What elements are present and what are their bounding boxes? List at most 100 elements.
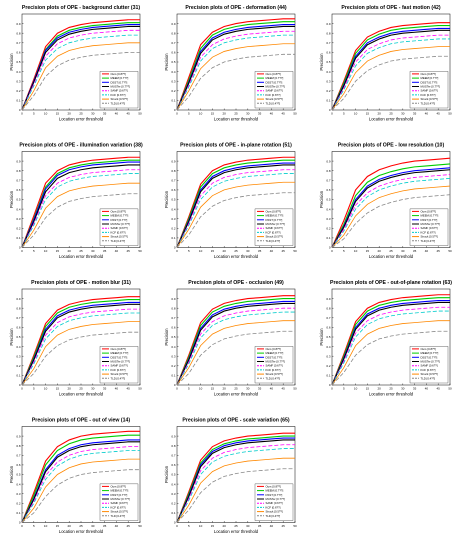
x-tick-label: 5 [33,524,35,528]
y-tick-label: 0.3 [171,79,176,83]
legend-entry: Ours [0.8??] [266,72,282,76]
series-line-7 [331,194,451,248]
legend-entry: MUSTer [0.7??] [111,497,131,501]
x-tick-label: 5 [33,387,35,391]
y-tick-label: 0.1 [326,99,331,103]
y-tick-label: 0.7 [326,41,331,45]
legend-entry: Struck [0.5??] [421,372,438,376]
x-tick-label: 30 [246,249,250,253]
y-tick-label: 0.6 [171,51,176,55]
series-line-1 [21,434,140,523]
series-line-0 [331,22,450,111]
x-tick-label: 45 [437,387,441,391]
x-tick-label: 5 [343,387,345,391]
series-line-6 [21,458,140,523]
chart-title: Precision plots of OPE - fast motion (42… [341,5,440,11]
series-line-2 [21,439,140,523]
legend-entry: DSST [0.7??] [111,355,128,359]
x-tick-label: 45 [282,524,286,528]
x-tick-label: 10 [199,387,203,391]
y-tick-label: 0.5 [326,60,331,64]
y-tick-label: 0.1 [326,236,331,240]
legend-entry: SAMF [0.6??] [111,364,128,368]
series-line-5 [331,38,450,111]
x-tick-label: 20 [68,249,72,253]
x-tick-label: 20 [223,387,227,391]
x-tick-label: 50 [138,249,142,253]
legend-entry: Ours [0.8??] [266,209,282,213]
y-tick-label: 0.9 [16,22,21,26]
legend-entry: KCF [0.6??] [421,368,436,372]
precision-plot-3: Precision plots of OPE - illumination va… [9,143,143,260]
y-tick-label: 0.8 [171,169,176,173]
x-tick-label: 15 [211,112,215,116]
series-line-5 [176,34,295,111]
y-tick-label: 0.4 [16,207,21,211]
series-line-7 [21,52,140,111]
y-tick-label: 0.1 [16,374,21,378]
series-line-0 [331,157,451,248]
x-tick-label: 25 [79,387,83,391]
x-tick-label: 20 [223,112,227,116]
y-axis-label: Precision [164,53,169,71]
y-tick-label: 0.9 [326,297,331,301]
y-tick-label: 0.1 [326,374,331,378]
x-tick-label: 45 [282,387,286,391]
chart-title: Precision plots of OPE - occlusion (49) [188,280,284,286]
x-tick-label: 30 [401,387,405,391]
x-tick-label: 35 [413,387,417,391]
legend-entry: DSST [0.7??] [111,493,128,497]
y-tick-label: 0.5 [171,198,176,202]
legend-entry: SAMF [0.6??] [111,226,128,230]
series-line-2 [21,301,140,386]
x-tick-label: 10 [44,112,48,116]
y-tick-label: 0.6 [171,463,176,467]
x-tick-label: 30 [91,249,95,253]
y-tick-label: 0.8 [171,31,176,35]
series-line-4 [176,30,295,111]
series-line-2 [176,437,295,523]
series-line-6 [331,320,450,386]
legend-entry: MUSTer [0.7??] [266,497,286,501]
precision-plot-9: Precision plots of OPE - out of view (14… [9,418,142,535]
x-axis-label: Location error threshold [369,392,414,397]
series-line-1 [176,159,295,248]
series-line-0 [21,296,140,386]
series-line-3 [176,439,295,523]
y-tick-label: 0.5 [16,335,21,339]
x-tick-label: 0 [176,524,178,528]
legend-entry: Ours [0.8??] [421,347,437,351]
chart-title: Precision plots of OPE - out of view (14… [32,418,131,424]
series-line-0 [176,156,295,248]
y-tick-label: 0.6 [16,326,21,330]
legend-entry: TLD [0.4??] [266,101,281,105]
legend-entry: SAMF [0.6??] [421,89,438,93]
y-tick-label: 0.6 [171,326,176,330]
legend-entry: MEEM [0.7??] [266,351,284,355]
legend-entry: DSST [0.7??] [421,80,438,84]
y-tick-label: 0.1 [171,236,176,240]
x-tick-label: 30 [246,112,250,116]
series-line-3 [176,164,295,248]
legend-entry: MEEM [0.7??] [111,351,129,355]
y-axis-label: Precision [9,465,14,483]
y-axis-label: Precision [319,53,324,71]
legend-entry: Ours [0.8??] [266,484,282,488]
y-tick-label: 0.8 [326,306,331,310]
x-tick-label: 30 [91,524,95,528]
series-line-4 [331,306,450,386]
legend-entry: KCF [0.6??] [111,368,126,372]
series-line-5 [176,448,295,523]
x-tick-label: 30 [401,112,405,116]
series-line-6 [176,181,295,248]
y-tick-label: 0.2 [16,227,21,231]
series-line-1 [331,297,450,386]
series-line-3 [21,164,140,248]
legend-entry: TLD [0.4??] [421,101,436,105]
y-axis-label: Precision [319,328,324,346]
legend-entry: Struck [0.5??] [111,372,128,376]
x-tick-label: 30 [401,249,405,253]
legend-box [409,71,449,109]
y-axis-label: Precision [9,53,14,71]
x-tick-label: 5 [188,387,190,391]
